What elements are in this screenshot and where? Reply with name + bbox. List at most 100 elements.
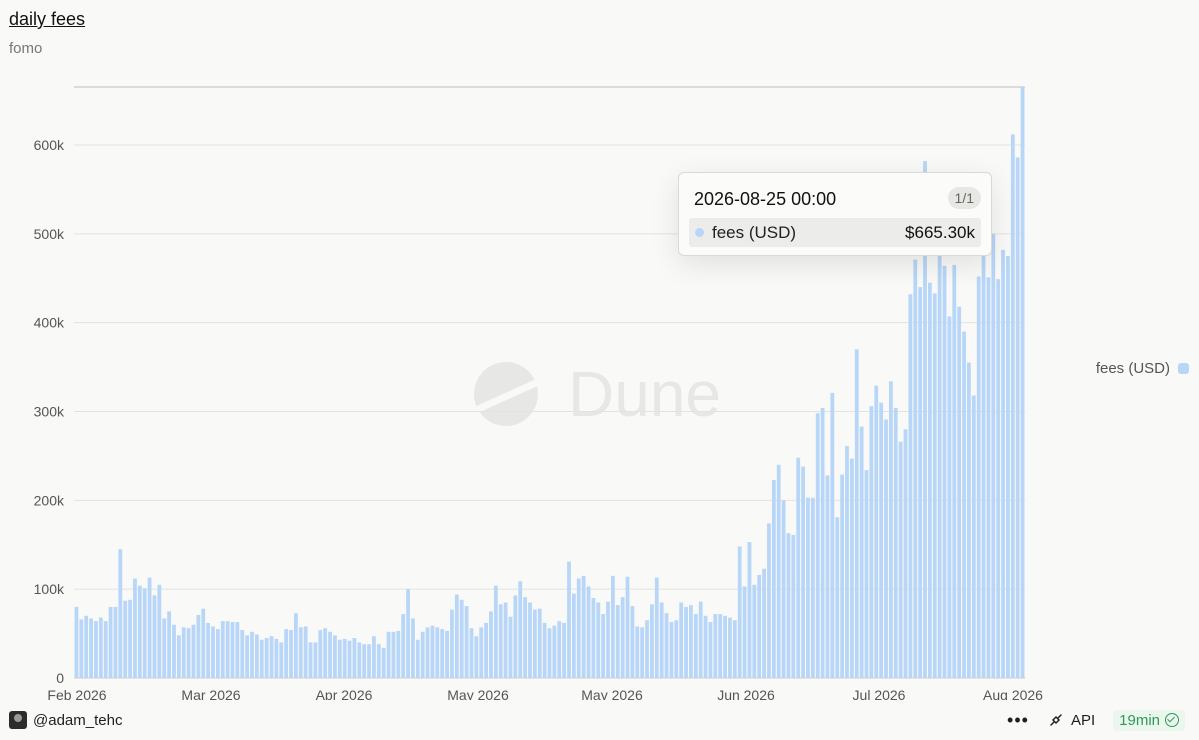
bar[interactable] xyxy=(454,594,459,679)
bar[interactable] xyxy=(367,644,371,678)
bar[interactable] xyxy=(669,622,674,678)
bar[interactable] xyxy=(796,457,801,678)
bar[interactable] xyxy=(181,627,186,678)
bar[interactable] xyxy=(825,475,830,678)
bar[interactable] xyxy=(523,597,528,678)
bar[interactable] xyxy=(991,233,996,678)
bar[interactable] xyxy=(791,534,796,678)
bar[interactable] xyxy=(235,622,240,678)
bar[interactable] xyxy=(581,575,586,678)
bar[interactable] xyxy=(459,599,464,678)
bar[interactable] xyxy=(176,635,181,678)
bar[interactable] xyxy=(484,622,488,678)
bar[interactable] xyxy=(225,621,230,678)
bar[interactable] xyxy=(596,602,601,678)
bar[interactable] xyxy=(815,413,820,678)
bar[interactable] xyxy=(118,549,123,678)
bar[interactable] xyxy=(333,635,337,678)
bar[interactable] xyxy=(571,593,576,678)
bar[interactable] xyxy=(542,622,547,678)
bar[interactable] xyxy=(133,578,137,678)
bar[interactable] xyxy=(1006,256,1010,678)
bar[interactable] xyxy=(396,630,401,678)
bar[interactable] xyxy=(186,628,191,678)
bar[interactable] xyxy=(108,606,113,678)
bar[interactable] xyxy=(654,577,659,678)
bar[interactable] xyxy=(294,613,298,678)
bar[interactable] xyxy=(79,619,84,678)
bar[interactable] xyxy=(537,608,542,678)
bar[interactable] xyxy=(513,595,518,678)
bar[interactable] xyxy=(303,626,308,678)
bar[interactable] xyxy=(684,606,688,678)
bar[interactable] xyxy=(196,614,201,678)
bar[interactable] xyxy=(840,474,845,678)
bar[interactable] xyxy=(976,276,981,678)
bar[interactable] xyxy=(137,585,142,678)
bar[interactable] xyxy=(552,625,557,678)
bar[interactable] xyxy=(952,264,957,678)
bar[interactable] xyxy=(893,407,898,678)
bar[interactable] xyxy=(347,640,352,678)
bar[interactable] xyxy=(245,635,250,678)
bar[interactable] xyxy=(152,595,157,678)
bar[interactable] xyxy=(869,406,874,678)
bar[interactable] xyxy=(215,629,220,678)
bar[interactable] xyxy=(737,546,742,678)
bar[interactable] xyxy=(1010,134,1015,679)
legend[interactable]: fees (USD) xyxy=(1096,360,1189,377)
bar[interactable] xyxy=(742,586,747,679)
bar[interactable] xyxy=(474,636,479,678)
bar[interactable] xyxy=(450,609,454,678)
bar[interactable] xyxy=(372,636,376,678)
bar[interactable] xyxy=(713,614,718,678)
bar[interactable] xyxy=(147,577,152,678)
bar[interactable] xyxy=(723,615,727,678)
bar[interactable] xyxy=(996,279,1001,678)
bar[interactable] xyxy=(479,627,484,678)
bar[interactable] xyxy=(635,626,640,678)
bar[interactable] xyxy=(606,601,610,678)
bar[interactable] xyxy=(898,441,903,678)
bar[interactable] xyxy=(576,578,581,678)
bar[interactable] xyxy=(167,611,171,678)
bar[interactable] xyxy=(342,638,347,678)
bar[interactable] xyxy=(1001,249,1005,678)
bar[interactable] xyxy=(532,609,537,678)
bar[interactable] xyxy=(903,429,908,678)
bar[interactable] xyxy=(908,294,913,678)
bar[interactable] xyxy=(1015,157,1020,678)
bar[interactable] xyxy=(650,604,654,678)
bar-chart[interactable]: Dune 0 100k 200k 300k 400k 500k 600k Feb 2026 M… xyxy=(0,0,1199,700)
bar[interactable] xyxy=(318,630,323,678)
bar[interactable] xyxy=(962,331,966,678)
bar[interactable] xyxy=(89,618,93,678)
bar[interactable] xyxy=(757,574,762,678)
bar[interactable] xyxy=(445,630,449,678)
bar[interactable] xyxy=(469,628,474,678)
bar[interactable] xyxy=(323,628,328,678)
bar[interactable] xyxy=(547,628,552,678)
bar[interactable] xyxy=(776,464,781,678)
bar[interactable] xyxy=(630,606,635,678)
bar[interactable] xyxy=(708,622,713,678)
bar[interactable] xyxy=(835,517,840,678)
bar[interactable] xyxy=(430,625,435,678)
bar[interactable] xyxy=(328,631,332,678)
more-options-icon[interactable]: ••• xyxy=(1007,710,1029,730)
bar[interactable] xyxy=(157,584,162,678)
bar[interactable] xyxy=(947,316,952,678)
bar[interactable] xyxy=(664,613,669,678)
bar[interactable] xyxy=(489,611,493,678)
bar[interactable] xyxy=(640,627,645,678)
bar[interactable] xyxy=(562,622,567,678)
bar[interactable] xyxy=(503,602,508,678)
bar[interactable] xyxy=(864,470,869,678)
bar[interactable] xyxy=(172,624,176,678)
bar[interactable] xyxy=(801,466,805,678)
bar[interactable] xyxy=(254,634,259,678)
bar[interactable] xyxy=(74,606,79,678)
bar[interactable] xyxy=(435,627,440,678)
bar[interactable] xyxy=(679,602,684,678)
bar[interactable] xyxy=(128,599,132,678)
